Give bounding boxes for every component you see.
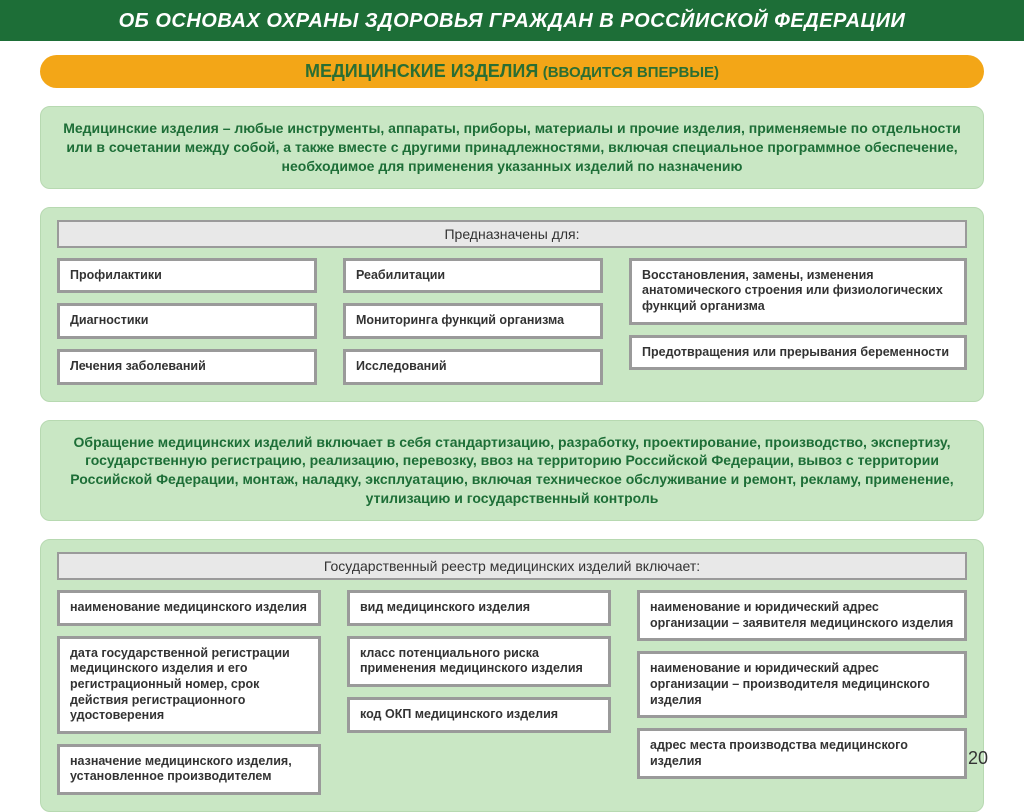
purposes-col-3: Восстановления, замены, изменения анатом… [629, 258, 967, 371]
subtitle-bar: МЕДИЦИНСКИЕ ИЗДЕЛИЯ (ВВОДИТСЯ ВПЕРВЫЕ) [40, 55, 984, 88]
page-header: ОБ ОСНОВАХ ОХРАНЫ ЗДОРОВЬЯ ГРАЖДАН В РОС… [0, 0, 1024, 43]
circulation-text: Обращение медицинских изделий включает в… [57, 433, 967, 509]
registry-cell: наименование и юридический адрес организ… [637, 590, 967, 641]
definition-section: Медицинские изделия – любые инструменты,… [40, 106, 984, 189]
registry-cell: назначение медицинского изделия, установ… [57, 744, 321, 795]
registry-cell: дата государственной регистрации медицин… [57, 636, 321, 734]
purposes-heading: Предназначены для: [57, 220, 967, 248]
subtitle-note: (ВВОДИТСЯ ВПЕРВЫЕ) [543, 64, 719, 81]
purpose-cell: Диагностики [57, 303, 317, 339]
subtitle-main: МЕДИЦИНСКИЕ ИЗДЕЛИЯ [305, 61, 538, 81]
purpose-cell: Профилактики [57, 258, 317, 294]
page-number: 20 [968, 748, 988, 769]
purpose-cell: Мониторинга функций организма [343, 303, 603, 339]
registry-heading: Государственный реестр медицинских издел… [57, 552, 967, 580]
registry-cell: наименование медицинского изделия [57, 590, 321, 626]
purposes-col-1: Профилактики Диагностики Лечения заболев… [57, 258, 317, 385]
circulation-section: Обращение медицинских изделий включает в… [40, 420, 984, 522]
registry-cell: класс потенциального риска применения ме… [347, 636, 611, 687]
registry-grid: наименование медицинского изделия дата г… [57, 590, 967, 795]
registry-col-2: вид медицинского изделия класс потенциал… [347, 590, 611, 733]
purpose-cell: Восстановления, замены, изменения анатом… [629, 258, 967, 325]
definition-text: Медицинские изделия – любые инструменты,… [57, 119, 967, 176]
purposes-section: Предназначены для: Профилактики Диагност… [40, 207, 984, 402]
registry-section: Государственный реестр медицинских издел… [40, 539, 984, 812]
registry-col-1: наименование медицинского изделия дата г… [57, 590, 321, 795]
registry-cell: наименование и юридический адрес организ… [637, 651, 967, 718]
purpose-cell: Предотвращения или прерывания беременнос… [629, 335, 967, 371]
registry-cell: адрес места производства медицинского из… [637, 728, 967, 779]
purpose-cell: Лечения заболеваний [57, 349, 317, 385]
purposes-grid: Профилактики Диагностики Лечения заболев… [57, 258, 967, 385]
purpose-cell: Исследований [343, 349, 603, 385]
purposes-col-2: Реабилитации Мониторинга функций организ… [343, 258, 603, 385]
registry-cell: код ОКП медицинского изделия [347, 697, 611, 733]
registry-cell: вид медицинского изделия [347, 590, 611, 626]
header-title: ОБ ОСНОВАХ ОХРАНЫ ЗДОРОВЬЯ ГРАЖДАН В РОС… [119, 10, 906, 32]
registry-col-3: наименование и юридический адрес организ… [637, 590, 967, 779]
purpose-cell: Реабилитации [343, 258, 603, 294]
